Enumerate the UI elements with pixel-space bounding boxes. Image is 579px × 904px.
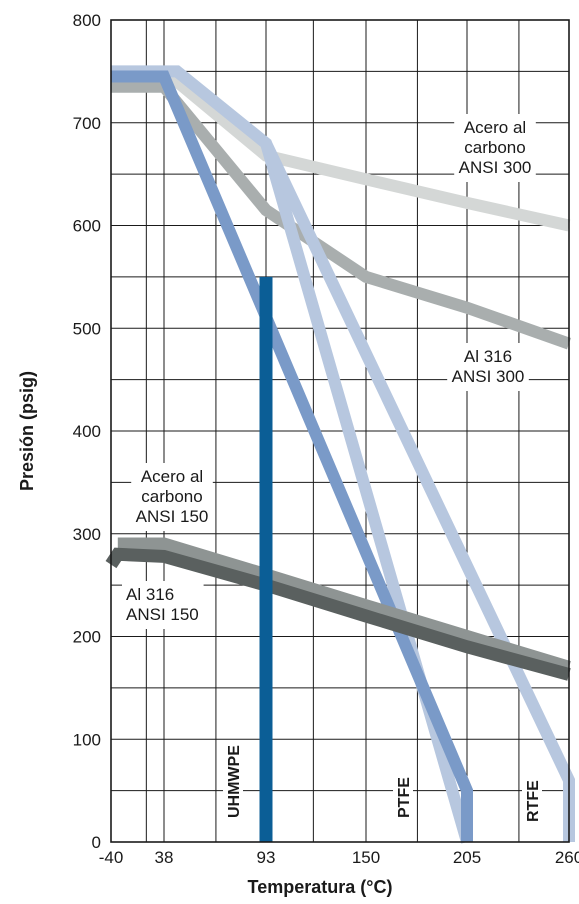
x-tick-label: 260 [555, 848, 579, 867]
y-tick-label: 400 [73, 422, 101, 441]
label-text: RTFE [525, 780, 542, 822]
y-tick-label: 300 [73, 525, 101, 544]
label-text: UHMWPE [226, 745, 243, 818]
y-tick-label: 600 [73, 217, 101, 236]
annotation-bg [131, 463, 213, 531]
x-tick-label: 38 [155, 848, 174, 867]
y-tick-label: 100 [73, 730, 101, 749]
x-tick-label: 205 [453, 848, 481, 867]
label-bg [223, 750, 243, 822]
y-tick-label: 200 [73, 628, 101, 647]
annotation-line: carbono [464, 138, 525, 157]
label-ptfe: PTFE [393, 771, 413, 822]
label-rtfe: RTFE [522, 775, 542, 826]
series-lines [105, 65, 575, 844]
series-line-ptfe [111, 70, 473, 842]
y-tick-label: 500 [73, 319, 101, 338]
annotation-line: ANSI 150 [126, 605, 199, 624]
y-tick-label: 700 [73, 114, 101, 133]
x-tick-label: 93 [257, 848, 276, 867]
label-uhmwpe: UHMWPE [223, 745, 243, 822]
annotation-line: ANSI 300 [452, 367, 525, 386]
series-line-cs150 [117, 537, 571, 674]
x-tick-label: 150 [352, 848, 380, 867]
plot-frame [110, 19, 570, 843]
y-axis-title: Presión (psig) [17, 371, 37, 491]
annotation-line: Al 316 [464, 347, 512, 366]
annotation-bg [122, 581, 204, 629]
annotation-line: Acero al [464, 118, 526, 137]
annotation-line: ANSI 150 [136, 507, 209, 526]
y-tick-label: 800 [73, 11, 101, 30]
annotation-bg [447, 343, 529, 391]
annotation-line: carbono [141, 487, 202, 506]
label-bg [393, 771, 413, 822]
annotation-line: Acero al [141, 467, 203, 486]
annotation-bg [454, 114, 536, 182]
x-tick-label: -40 [99, 848, 124, 867]
label-text: PTFE [396, 777, 413, 818]
annotation-line: Al 316 [126, 585, 174, 604]
annotation-line: ANSI 300 [459, 158, 532, 177]
x-axis-title: Temperatura (°C) [248, 877, 393, 897]
y-tick-label: 0 [92, 833, 101, 852]
ticks: 0 100 200 300 400 500 600 700 800 -40 38 93 150 205 26… [73, 11, 579, 867]
label-bg [522, 775, 542, 826]
